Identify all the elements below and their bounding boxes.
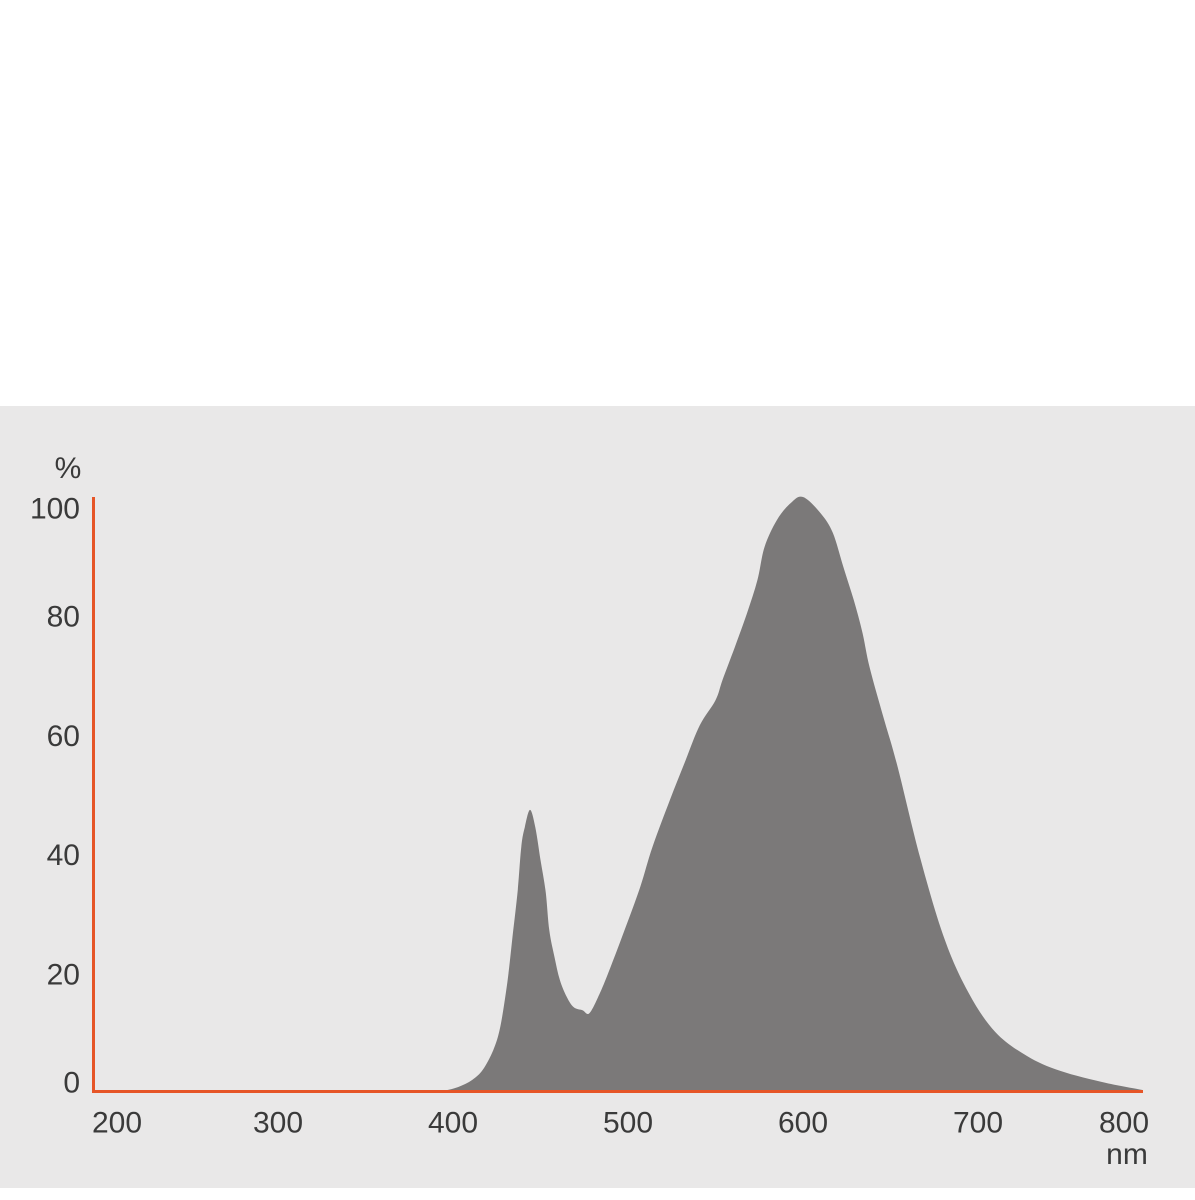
x-axis-unit-label: nm xyxy=(1106,1138,1148,1171)
x-tick-label-500: 500 xyxy=(603,1107,653,1140)
x-tick-label-300: 300 xyxy=(253,1107,303,1140)
y-tick-label-40: 40 xyxy=(47,839,80,872)
x-tick-label-400: 400 xyxy=(428,1107,478,1140)
top-margin xyxy=(0,0,1195,406)
y-tick-label-80: 80 xyxy=(47,601,80,634)
x-tick-label-800: 800 xyxy=(1099,1107,1149,1140)
x-tick-label-700: 700 xyxy=(953,1107,1003,1140)
x-axis-line xyxy=(92,1090,1143,1093)
y-tick-label-20: 20 xyxy=(47,958,80,991)
x-tick-label-600: 600 xyxy=(778,1107,828,1140)
x-tick-label-200: 200 xyxy=(92,1107,142,1140)
y-tick-label-100: 100 xyxy=(30,493,80,526)
x-tick-labels: 200 300 400 500 600 700 800 xyxy=(92,1107,1149,1140)
y-axis-line xyxy=(92,497,95,1093)
y-tick-label-0: 0 xyxy=(63,1067,80,1100)
spectrum-area xyxy=(426,496,1143,1094)
y-axis-unit-label: % xyxy=(55,452,82,485)
y-tick-label-60: 60 xyxy=(47,720,80,753)
y-tick-labels: 0 20 40 60 80 100 xyxy=(30,493,80,1100)
